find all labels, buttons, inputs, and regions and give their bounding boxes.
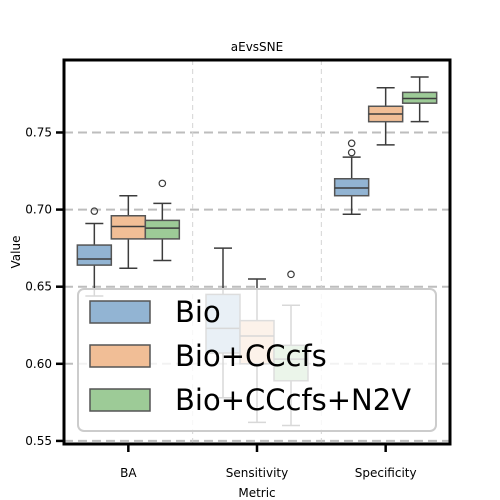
y-tick-label: 0.65 xyxy=(25,280,52,294)
x-tick-label: BA xyxy=(120,466,137,480)
box-bio-cccfs-n2v-ba xyxy=(144,179,181,262)
box-bio-cccfs-specificity xyxy=(367,87,404,146)
outlier-point xyxy=(287,270,295,279)
outlier-point xyxy=(158,179,167,188)
y-tick-label: 0.70 xyxy=(25,203,52,217)
y-tick-label: 0.60 xyxy=(25,357,52,371)
outlier-point xyxy=(90,207,99,215)
legend-label: Bio xyxy=(175,295,221,329)
y-tick-label: 0.55 xyxy=(25,434,52,448)
box-iqr xyxy=(333,177,370,197)
legend-swatch xyxy=(89,344,151,368)
x-axis-title: Metric xyxy=(238,486,275,500)
box-iqr xyxy=(110,215,147,240)
legend-swatch xyxy=(89,388,151,412)
box-iqr xyxy=(144,219,181,240)
x-tick-label: Sensitivity xyxy=(226,466,288,480)
legend: Bio Bio+CCcfs Bio+CCcfs+N2V xyxy=(77,288,437,432)
outlier-point xyxy=(347,139,356,148)
axis-ticks: 0.55 0.60 0.65 0.70 0.75 BA Sensitivity Specifi… xyxy=(25,125,416,480)
box-bio-ba xyxy=(76,207,113,297)
outlier-point xyxy=(347,148,356,157)
legend-label: Bio+CCcfs+N2V xyxy=(175,383,411,417)
chart-title: aEvsSNE xyxy=(231,40,283,54)
legend-label: Bio+CCcfs xyxy=(175,339,327,373)
box-iqr xyxy=(401,91,438,104)
box-bio-cccfs-ba xyxy=(110,194,147,269)
x-tick-label: Specificity xyxy=(355,466,417,480)
y-axis-title: Value xyxy=(9,236,23,269)
legend-box xyxy=(77,288,437,432)
y-tick-label: 0.75 xyxy=(25,125,52,139)
box-bio-specificity xyxy=(333,139,370,215)
box-iqr xyxy=(76,244,113,266)
legend-swatch xyxy=(89,300,151,324)
box-bio-cccfs-n2v-specificity xyxy=(401,76,438,123)
